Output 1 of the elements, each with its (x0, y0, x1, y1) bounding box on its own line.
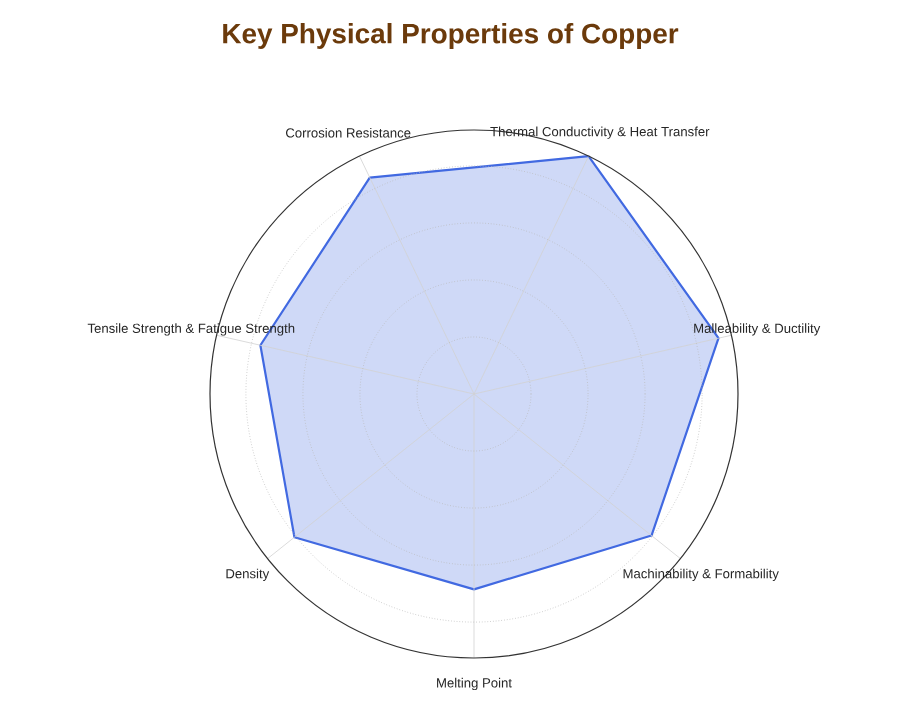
chart-title: Key Physical Properties of Copper (223, 22, 679, 49)
